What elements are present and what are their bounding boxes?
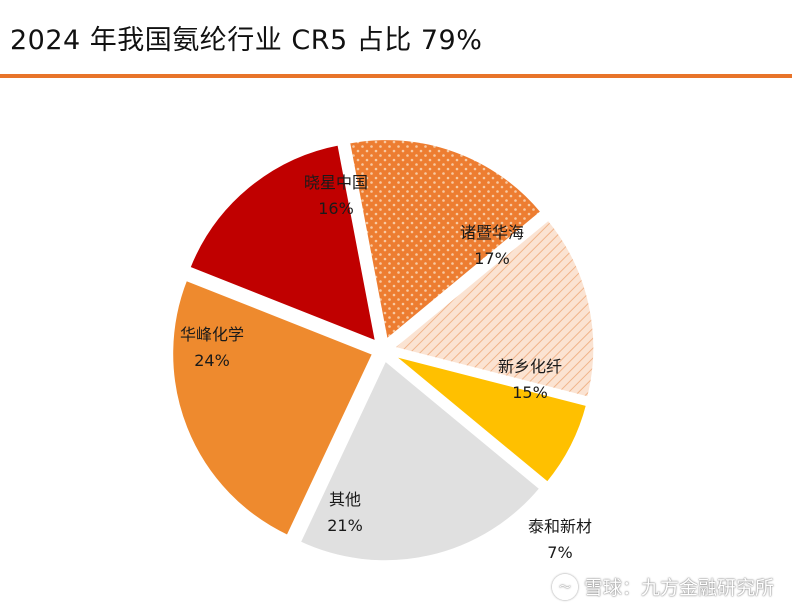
slice-value-label: 24% [194, 351, 230, 370]
pie-slice-6 [170, 277, 376, 539]
snowball-logo-icon: 〜 [551, 573, 578, 600]
chart-title: 2024 年我国氨纶行业 CR5 占比 79% [10, 25, 483, 56]
pie-slice-3 [389, 216, 597, 400]
pie-slice-1 [186, 142, 379, 345]
pie-slice-2 [346, 137, 545, 344]
slice-name-label: 晓星中国 [304, 173, 368, 192]
title-divider [0, 74, 792, 78]
slice-value-label: 16% [318, 199, 354, 218]
slice-name-label: 其他 [329, 490, 361, 509]
slice-name-label: 泰和新材 [528, 517, 592, 536]
pie-slice-5 [297, 357, 543, 564]
watermark-text: 雪球：九方金融研究所 [583, 577, 774, 599]
slice-name-label: 华峰化学 [180, 325, 244, 344]
slice-value-label: 7% [547, 543, 572, 562]
slice-value-label: 17% [474, 249, 510, 268]
slice-name-label: 诸暨华海 [460, 223, 524, 242]
slice-name-label: 新乡化纤 [498, 357, 562, 376]
slice-value-label: 21% [327, 516, 363, 535]
pie-slice-4 [390, 353, 590, 486]
slice-value-label: 15% [512, 383, 548, 402]
watermark: 〜 雪球：九方金融研究所 [551, 573, 774, 600]
